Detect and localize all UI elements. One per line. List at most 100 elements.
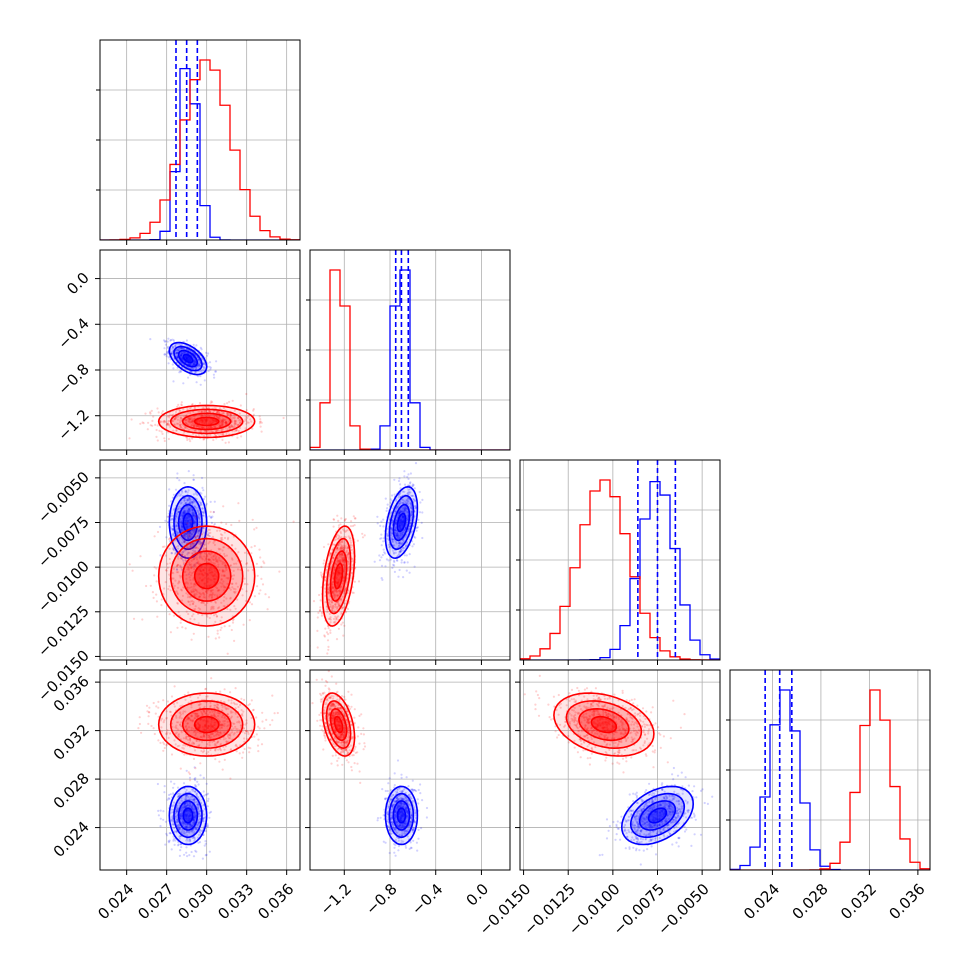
- scatter-point: [194, 810, 197, 813]
- scatter-point: [350, 544, 353, 547]
- contour-1: [325, 537, 352, 615]
- scatter-point: [194, 584, 197, 587]
- scatter-point: [399, 550, 402, 553]
- scatter-point: [187, 826, 190, 829]
- scatter-point: [175, 514, 178, 518]
- scatter-point: [197, 366, 200, 369]
- scatter-point: [202, 438, 205, 441]
- scatter-point: [331, 591, 334, 594]
- scatter-point: [352, 515, 355, 518]
- scatter-point: [169, 425, 172, 428]
- scatter-point: [196, 795, 199, 798]
- scatter-point: [416, 526, 419, 529]
- scatter-point: [169, 562, 172, 565]
- scatter-point: [189, 596, 192, 599]
- scatter-point: [327, 584, 330, 587]
- scatter-point: [196, 806, 200, 810]
- scatter-point: [328, 612, 331, 616]
- scatter-point: [396, 533, 399, 536]
- scatter-point: [223, 605, 226, 608]
- scatter-point: [180, 351, 183, 355]
- scatter-point: [207, 534, 210, 537]
- scatter-point: [223, 625, 226, 628]
- histogram-1: [100, 59, 300, 240]
- scatter-point: [192, 583, 195, 586]
- scatter-point: [204, 418, 207, 421]
- scatter-point: [332, 586, 335, 589]
- scatter-point: [172, 823, 175, 826]
- scatter-point: [214, 613, 217, 616]
- scatter-point: [192, 513, 195, 516]
- scatter-point: [214, 425, 217, 428]
- scatter-point: [193, 528, 196, 531]
- scatter-point: [171, 815, 174, 818]
- scatter-point: [327, 633, 330, 636]
- scatter-point: [331, 574, 334, 577]
- scatter-point: [191, 367, 194, 370]
- scatter-point: [233, 419, 236, 422]
- scatter-point: [213, 577, 216, 581]
- scatter-point: [182, 832, 185, 836]
- scatter-point: [336, 607, 339, 610]
- scatter-point: [397, 554, 400, 557]
- scatter-point: [179, 565, 182, 568]
- scatter-point: [197, 841, 200, 844]
- contour-0: [384, 485, 419, 560]
- panel-frame: [519, 459, 721, 661]
- scatter-point: [180, 524, 183, 527]
- scatter-point: [176, 472, 179, 475]
- scatter-point: [184, 823, 187, 826]
- scatter-point: [197, 607, 200, 610]
- scatter-point: [193, 500, 196, 503]
- scatter-point: [199, 831, 202, 834]
- scatter-point: [212, 562, 215, 565]
- scatter-point: [320, 575, 323, 578]
- scatter-point: [193, 550, 196, 554]
- scatter-point: [344, 588, 347, 591]
- scatter-point: [180, 553, 183, 556]
- scatter-point: [199, 774, 202, 777]
- scatter-point: [187, 520, 190, 523]
- scatter-point: [218, 569, 221, 572]
- scatter-point: [403, 528, 406, 532]
- scatter-point: [188, 499, 191, 502]
- scatter-point: [206, 792, 210, 795]
- scatter-point: [209, 810, 213, 814]
- scatter-point: [193, 568, 196, 571]
- scatter-point: [180, 568, 183, 571]
- scatter-point: [183, 831, 186, 834]
- scatter-point: [398, 512, 401, 515]
- scatter-point: [409, 472, 412, 475]
- scatter-point: [176, 821, 179, 824]
- contour-0: [392, 503, 411, 542]
- scatter-point: [165, 353, 168, 356]
- scatter-point: [195, 556, 198, 559]
- scatter-point: [194, 520, 197, 523]
- scatter-point: [208, 569, 211, 572]
- scatter-point: [184, 822, 187, 826]
- scatter-point: [176, 563, 179, 567]
- scatter-point: [181, 514, 185, 517]
- scatter-point: [193, 766, 196, 769]
- scatter-point: [337, 615, 340, 618]
- scatter-point: [403, 509, 407, 512]
- scatter-point: [399, 501, 402, 504]
- scatter-point: [187, 612, 190, 616]
- scatter-point: [183, 555, 186, 558]
- scatter-point: [176, 355, 179, 358]
- scatter-point: [186, 819, 189, 822]
- scatter-point: [198, 520, 201, 523]
- scatter-point: [222, 599, 225, 602]
- scatter-point: [396, 559, 399, 562]
- scatter-point: [191, 403, 194, 406]
- scatter-point: [407, 473, 410, 476]
- scatter-point: [259, 425, 262, 428]
- scatter-point: [174, 344, 177, 347]
- scatter-point: [338, 572, 341, 575]
- scatter-point: [338, 578, 342, 581]
- scatter-point: [415, 529, 418, 532]
- scatter-point: [219, 418, 222, 421]
- scatter-point: [339, 572, 342, 575]
- scatter-point: [198, 812, 201, 816]
- scatter-point: [206, 581, 209, 584]
